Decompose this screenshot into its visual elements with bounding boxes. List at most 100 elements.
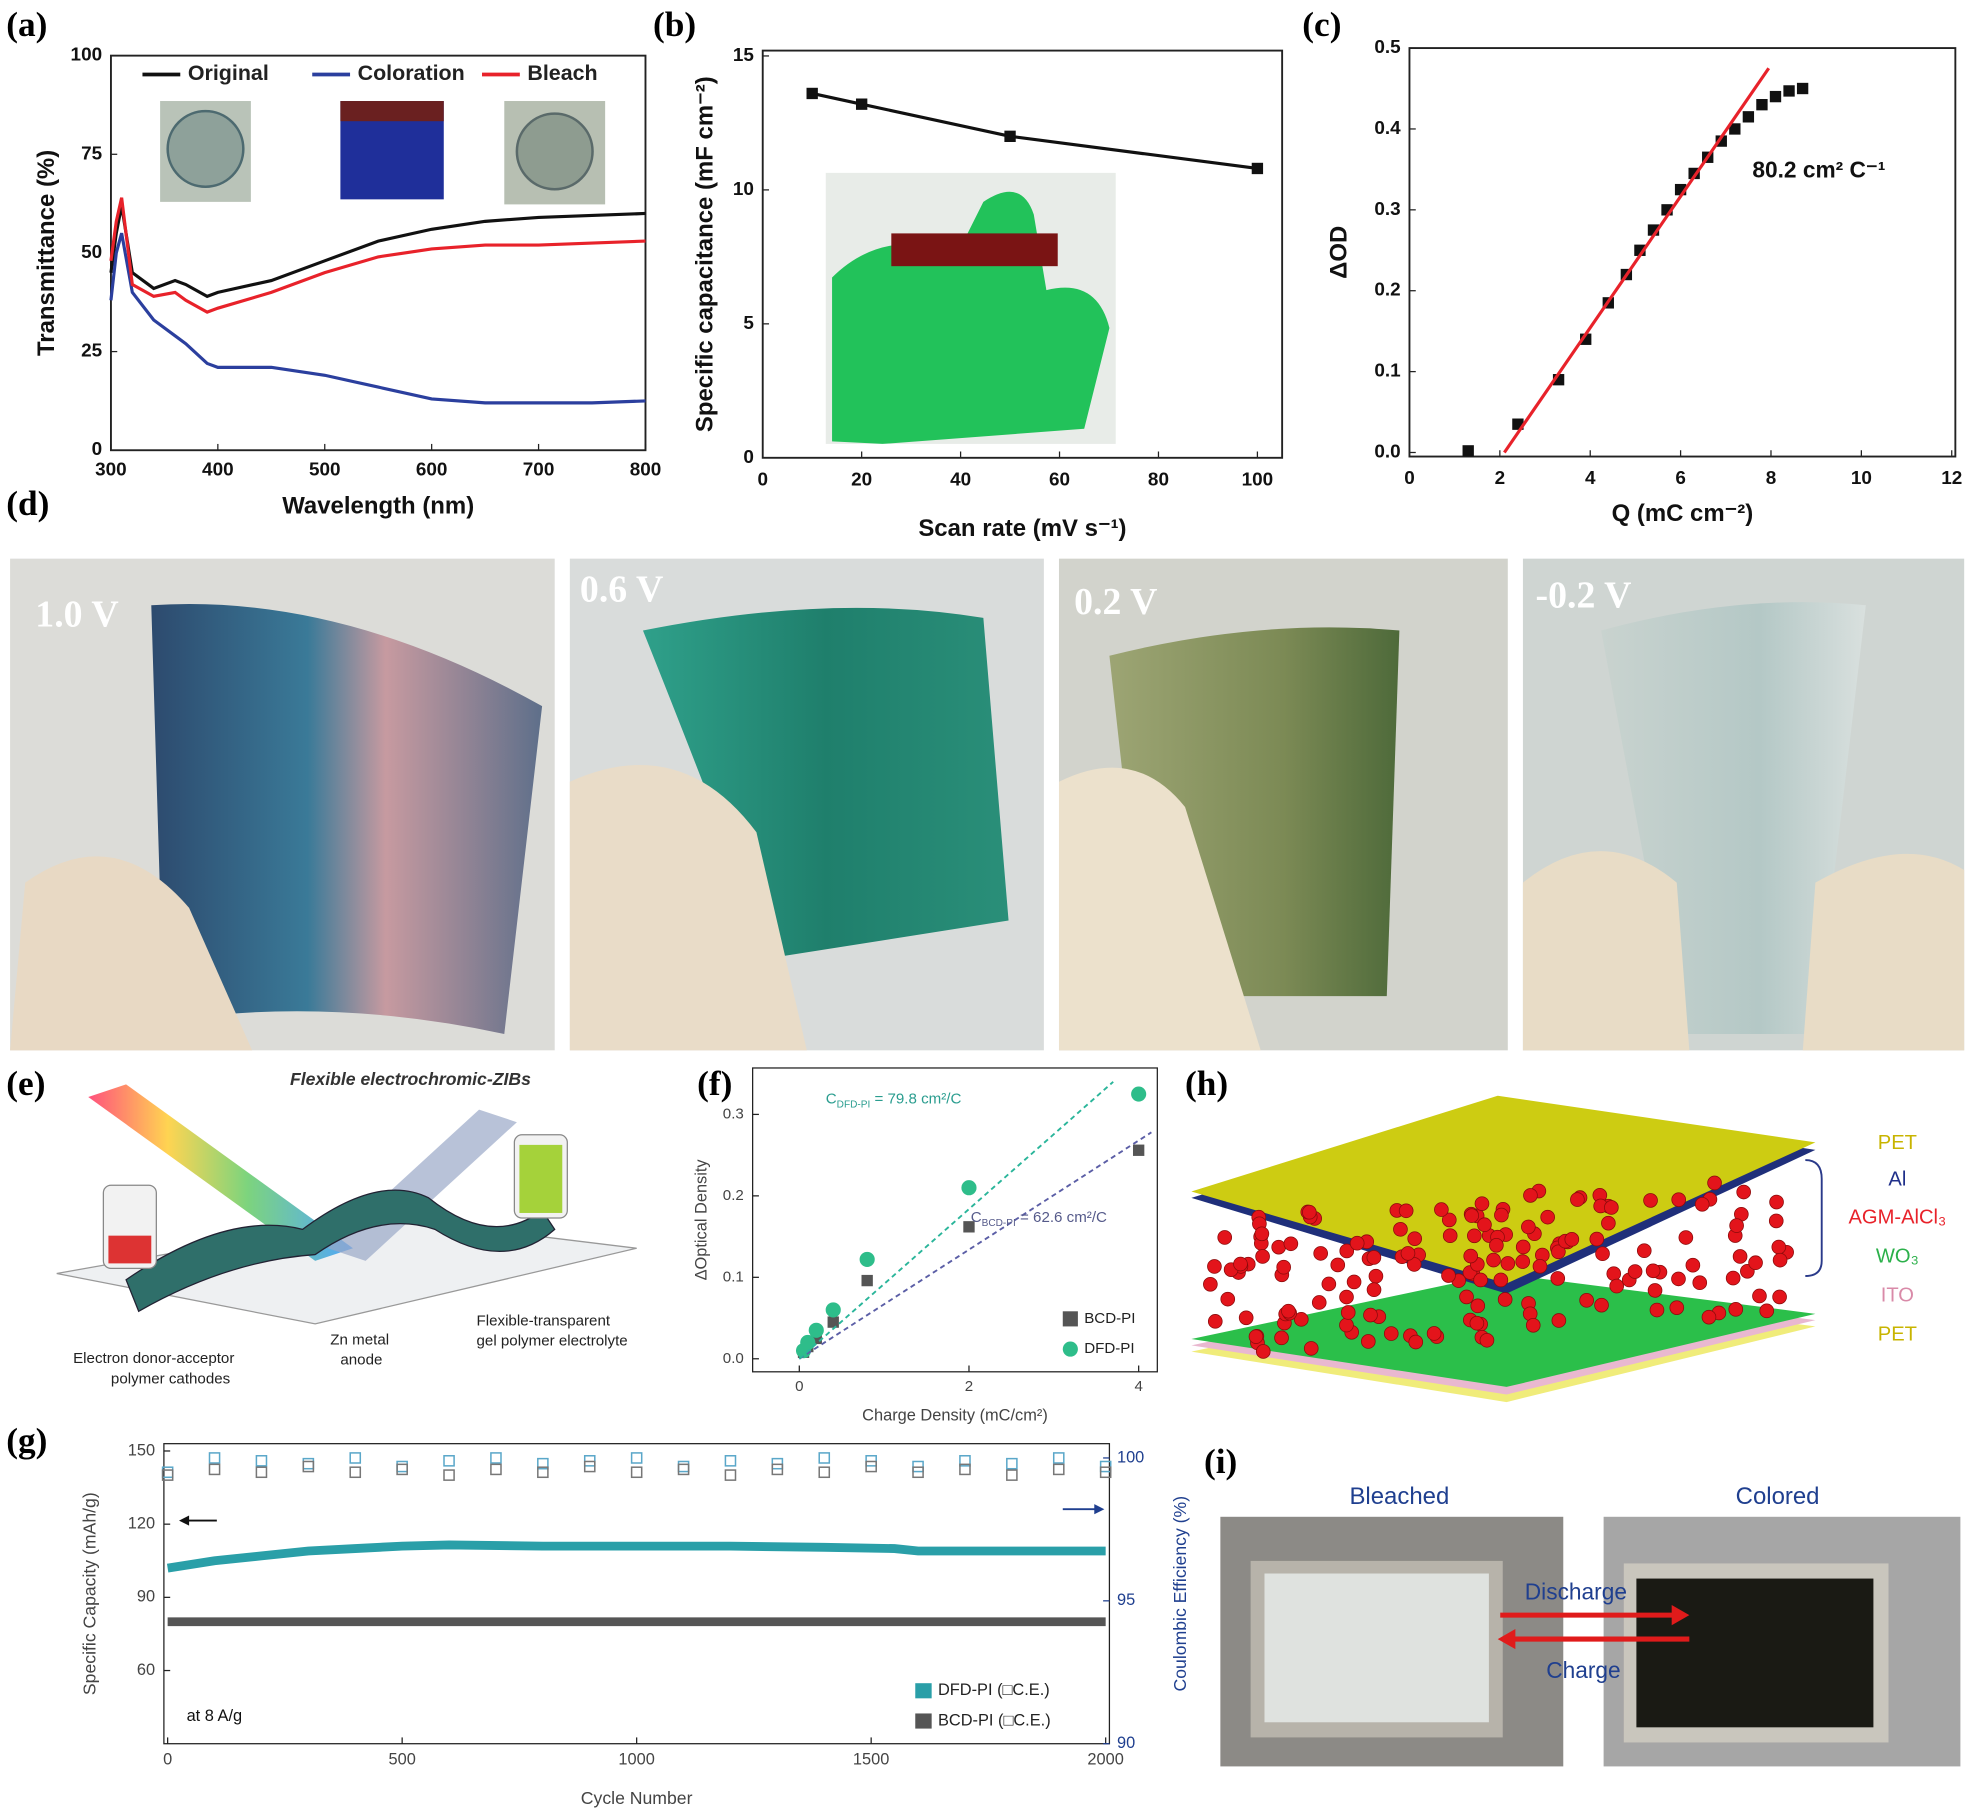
particle bbox=[1643, 1193, 1658, 1208]
annotation-sub: DFD-PI bbox=[837, 1099, 871, 1110]
particle bbox=[1339, 1243, 1355, 1259]
legend-label: BCD-PI bbox=[1084, 1310, 1135, 1327]
photo bbox=[569, 764, 807, 1051]
particle bbox=[1313, 1246, 1328, 1261]
particle bbox=[1595, 1246, 1610, 1262]
marker bbox=[959, 1463, 971, 1476]
marker bbox=[1729, 123, 1741, 135]
legend-label: Coloration bbox=[358, 61, 465, 85]
marker bbox=[161, 1469, 174, 1481]
inset-photo bbox=[340, 101, 444, 122]
legend-symbol bbox=[1062, 1341, 1078, 1357]
particle bbox=[1473, 1272, 1488, 1288]
inset-photo bbox=[515, 112, 594, 191]
marker bbox=[1715, 135, 1727, 147]
particle bbox=[1589, 1231, 1605, 1247]
y-tick-label: 75 bbox=[81, 143, 102, 164]
particle bbox=[1494, 1207, 1509, 1223]
particle bbox=[1361, 1334, 1376, 1349]
particle bbox=[1283, 1236, 1299, 1252]
panel-label: (g) bbox=[6, 1421, 47, 1460]
annotation: CBCD-PI = 62.6 cm²/C bbox=[971, 1209, 1107, 1229]
y-tick-label: 0.3 bbox=[1374, 199, 1400, 220]
y-tick-label: 0.4 bbox=[1374, 118, 1401, 139]
series-line bbox=[109, 232, 646, 405]
marker bbox=[443, 1455, 455, 1467]
marker bbox=[1661, 204, 1673, 216]
particle bbox=[1551, 1313, 1567, 1328]
panel-label: (i) bbox=[1204, 1442, 1237, 1481]
photo-label: 0.6 V bbox=[580, 568, 663, 610]
marker bbox=[859, 1251, 875, 1267]
x-tick-label: 0 bbox=[1404, 468, 1415, 489]
annotation: 80.2 cm² C⁻¹ bbox=[1752, 157, 1885, 183]
annotation-sub: BCD-PI bbox=[982, 1218, 1016, 1229]
marker bbox=[255, 1466, 268, 1479]
x-axis-label: Wavelength (nm) bbox=[282, 492, 474, 519]
particle bbox=[1752, 1288, 1767, 1304]
annotation-tail: = 62.6 cm²/C bbox=[1016, 1209, 1107, 1226]
layer-label: Al bbox=[1888, 1169, 1906, 1191]
legend-symbol bbox=[1062, 1311, 1078, 1327]
marker bbox=[208, 1463, 221, 1476]
particle bbox=[1400, 1246, 1416, 1261]
particle bbox=[1678, 1230, 1694, 1245]
particle bbox=[1274, 1330, 1289, 1346]
x-tick-label: 800 bbox=[630, 459, 662, 480]
layer bbox=[1191, 1273, 1816, 1387]
particle bbox=[1479, 1332, 1495, 1348]
x-tick-label: 8 bbox=[1766, 468, 1777, 489]
particle bbox=[1366, 1250, 1382, 1265]
particle bbox=[1671, 1192, 1687, 1207]
series-line bbox=[166, 1540, 1106, 1573]
particle bbox=[1564, 1232, 1580, 1247]
particle bbox=[1255, 1249, 1270, 1264]
particle bbox=[1464, 1208, 1480, 1223]
legend-symbol bbox=[915, 1683, 932, 1699]
x-tick-label: 1000 bbox=[618, 1750, 654, 1768]
particle bbox=[1463, 1248, 1479, 1264]
marker bbox=[1783, 85, 1795, 97]
photo-label: -0.2 V bbox=[1536, 575, 1632, 617]
photo bbox=[151, 604, 543, 1034]
y-tick-label: 60 bbox=[137, 1661, 155, 1679]
marker bbox=[349, 1452, 362, 1464]
marker bbox=[806, 87, 818, 100]
arrow-label: Charge bbox=[1546, 1657, 1620, 1683]
particle bbox=[1271, 1239, 1287, 1255]
marker bbox=[912, 1466, 924, 1479]
particle bbox=[1604, 1200, 1619, 1215]
particle bbox=[1406, 1257, 1422, 1272]
particle bbox=[1207, 1314, 1223, 1329]
particle bbox=[1339, 1289, 1354, 1305]
particle bbox=[1493, 1272, 1509, 1288]
marker bbox=[490, 1452, 502, 1464]
marker bbox=[1647, 224, 1660, 236]
x-tick-label: 2000 bbox=[1087, 1750, 1123, 1768]
particle bbox=[1207, 1259, 1222, 1274]
marker bbox=[861, 1274, 873, 1287]
particle bbox=[1408, 1334, 1424, 1350]
particle bbox=[1321, 1276, 1337, 1292]
particle bbox=[1217, 1230, 1233, 1245]
marker bbox=[724, 1455, 737, 1467]
y2-tick-label: 95 bbox=[1117, 1591, 1135, 1609]
marker bbox=[1006, 1469, 1018, 1481]
inset-photo bbox=[891, 233, 1058, 267]
particle bbox=[1281, 1303, 1296, 1319]
particle bbox=[1647, 1283, 1663, 1298]
marker bbox=[810, 1332, 822, 1345]
series-line bbox=[798, 1081, 1114, 1360]
layer-label: PET bbox=[1878, 1324, 1917, 1346]
particle bbox=[1769, 1194, 1784, 1210]
plot-frame bbox=[752, 1067, 1158, 1373]
marker bbox=[1462, 445, 1474, 457]
x-tick-label: 60 bbox=[1049, 469, 1070, 490]
particle bbox=[1441, 1268, 1456, 1283]
marker bbox=[1052, 1463, 1065, 1476]
marker bbox=[537, 1466, 549, 1479]
photo bbox=[642, 607, 1009, 959]
particle bbox=[1729, 1218, 1744, 1233]
plot-frame bbox=[1408, 47, 1957, 458]
y-tick-label: 25 bbox=[81, 341, 102, 362]
